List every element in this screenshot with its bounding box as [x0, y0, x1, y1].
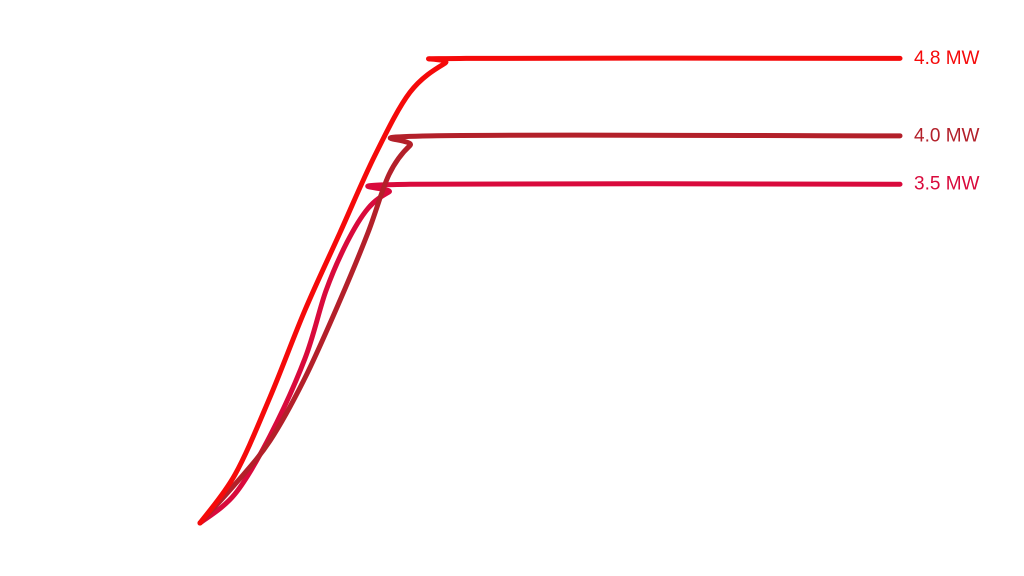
series-line-2: [197, 55, 903, 526]
series-label-2: 4.8 MW: [914, 48, 980, 69]
series-line-0: [197, 181, 903, 526]
series-labels: 3.5 MW 4.0 MW 4.8 MW: [914, 48, 980, 195]
series-lines: [197, 55, 903, 526]
series-label-0: 3.5 MW: [914, 174, 980, 195]
series-line-1: [197, 132, 903, 526]
series-label-1: 4.0 MW: [914, 125, 980, 146]
